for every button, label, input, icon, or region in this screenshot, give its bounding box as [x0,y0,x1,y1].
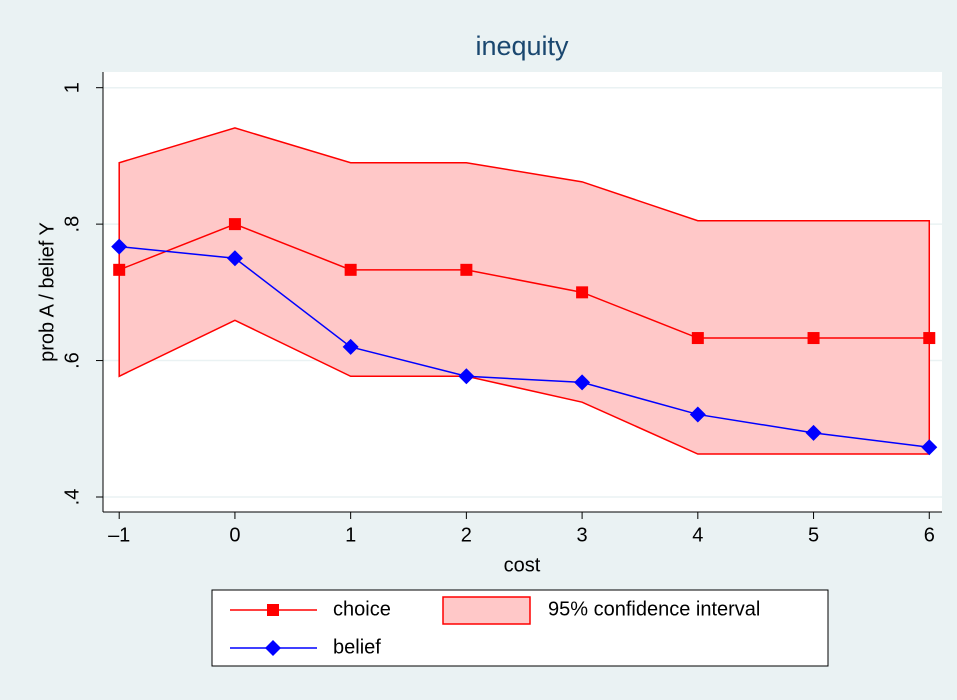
data-point [805,424,822,441]
legend-marker [267,604,279,616]
x-tick-label: 1 [345,524,356,546]
data-point [689,406,706,423]
data-point [228,218,241,231]
legend-label: 95% confidence interval [548,598,760,620]
data-point [113,263,126,276]
y-tick-label: .8 [61,216,83,233]
data-point [344,263,357,276]
legend-label: choice [333,598,391,620]
data-point [921,439,938,456]
y-axis-label: prob A / belief Y [36,222,58,362]
x-tick-label: 5 [808,524,819,546]
x-axis-label: cost [504,554,541,576]
x-tick-label: 4 [692,524,703,546]
data-point [226,250,243,267]
x-tick-label: 6 [924,524,935,546]
legend-swatch [442,596,531,625]
data-point [460,263,473,276]
x-tick-label: 2 [461,524,472,546]
data-point [111,238,128,255]
series-line [118,223,930,339]
legend-label: belief [333,636,381,658]
data-point [807,332,820,345]
data-point [691,332,704,345]
data-point [574,374,591,391]
data-point [342,338,359,355]
x-tick-label: 0 [229,524,240,546]
series-line [119,245,930,448]
x-tick-label: 3 [577,524,588,546]
data-point [923,332,936,345]
chart-title: inequity [475,31,569,61]
y-tick-label: .6 [61,352,83,369]
data-point [576,286,589,299]
y-tick-label: .4 [61,489,83,506]
legend-marker [265,640,281,656]
x-tick-label: –1 [108,524,130,546]
y-tick-label: 1 [61,82,83,93]
data-point [458,368,475,385]
